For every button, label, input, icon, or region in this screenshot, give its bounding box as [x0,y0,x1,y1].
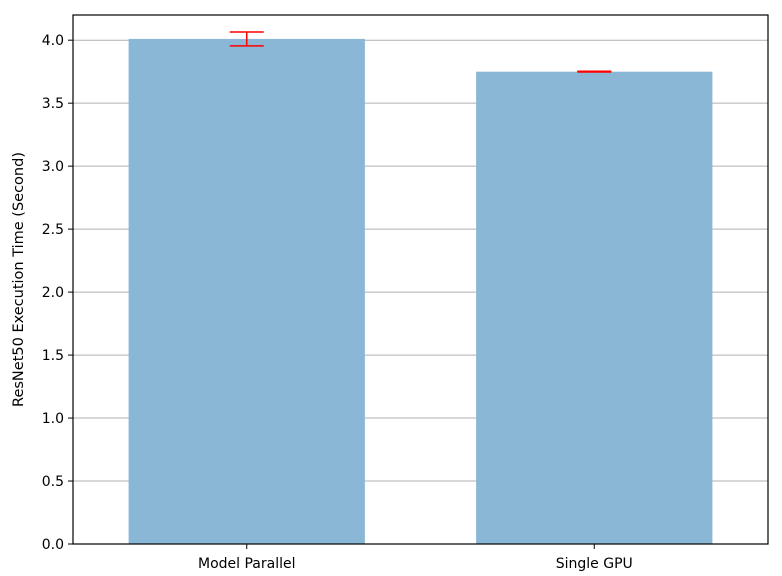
y-tick-label: 3.5 [42,96,64,112]
y-tick-label: 1.5 [42,348,64,364]
x-tick-label: Single GPU [556,556,633,572]
error-bars [229,31,612,73]
y-tick-label: 0.0 [42,537,64,553]
y-tick-label: 4.0 [42,33,64,49]
y-tick-label: 3.0 [42,159,64,175]
y-axis-ticks: 0.0 0.5 1.0 1.5 2.0 2.5 3.0 3.5 4.0 [42,33,73,553]
y-tick-label: 1.0 [42,411,64,427]
x-axis-ticks: Model Parallel Single GPU [198,544,633,572]
y-tick-label: 0.5 [42,474,64,490]
y-tick-label: 2.5 [42,222,64,238]
y-tick-label: 2.0 [42,285,64,301]
bar [128,38,365,544]
x-tick-label: Model Parallel [198,556,296,572]
y-axis-label: ResNet50 Execution Time (Second) [11,152,27,407]
plot-frame [72,14,769,545]
bar [476,71,713,544]
bars [128,38,713,544]
